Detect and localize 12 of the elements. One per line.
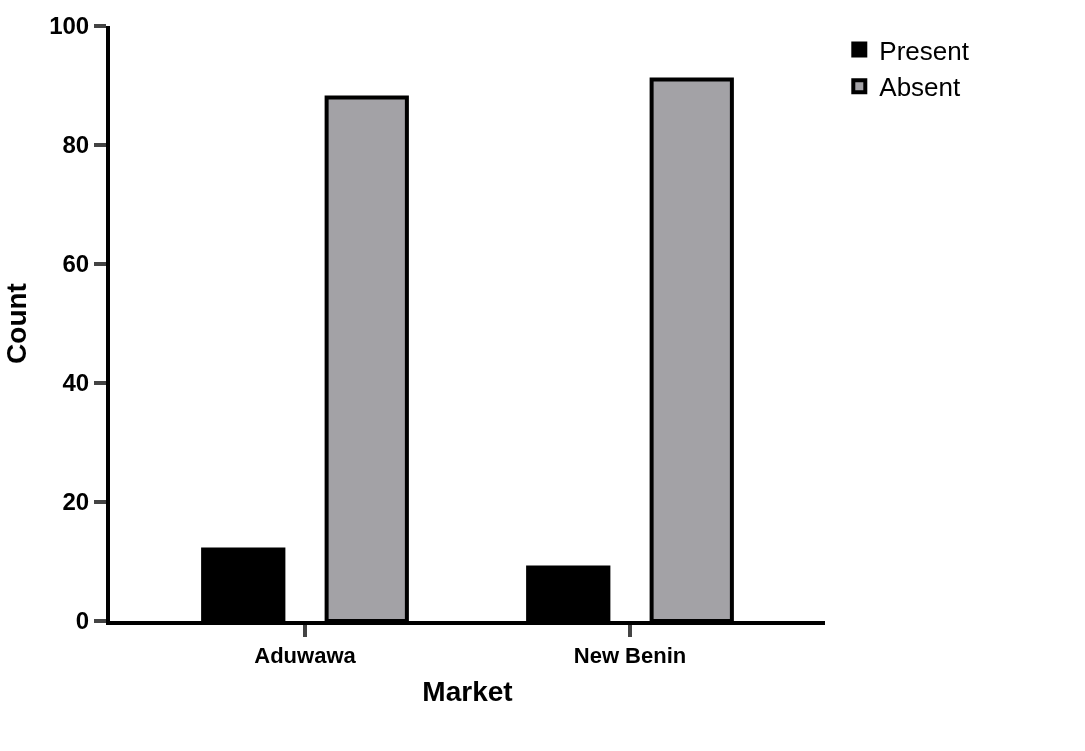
y-tick-label: 80 xyxy=(62,131,90,159)
x-tick-label: New Benin xyxy=(573,643,687,669)
legend-label: Present xyxy=(879,35,970,66)
y-tick-label: 40 xyxy=(62,369,90,397)
y-tick-label: 60 xyxy=(62,250,90,278)
y-tick-label: 100 xyxy=(49,12,90,40)
legend-label: Absent xyxy=(879,72,962,103)
y-axis-title: Count xyxy=(1,283,33,364)
x-axis-title: Market xyxy=(422,676,513,707)
y-tick-label: 20 xyxy=(62,488,90,516)
y-tick-label: 0 xyxy=(75,607,90,635)
x-tick-label: Aduwawa xyxy=(254,643,357,669)
